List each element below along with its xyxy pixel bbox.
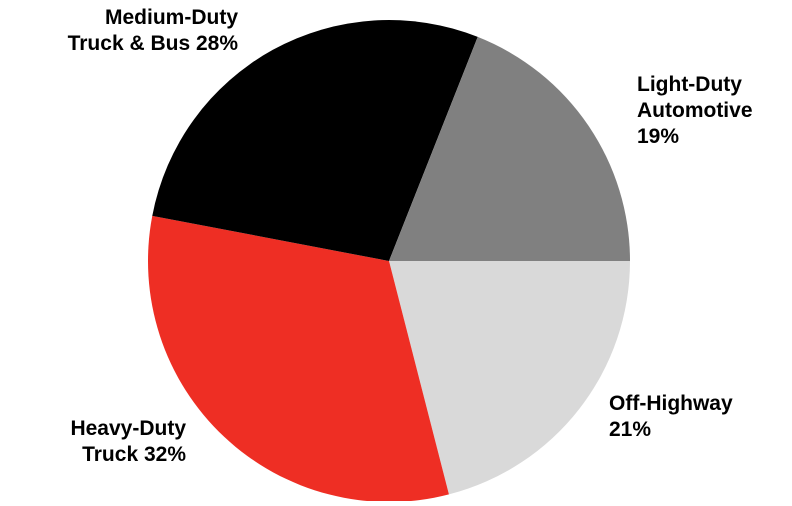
label-light-duty-automotive-line-1: Light-Duty <box>637 73 742 96</box>
pie-slice-off-highway <box>389 261 630 495</box>
label-heavy-duty-truck-line-2: Truck 32% <box>82 443 186 466</box>
label-off-highway-line-1: Off-Highway <box>609 392 733 415</box>
label-heavy-duty-truck: Heavy-Duty Truck 32% <box>70 416 186 468</box>
label-medium-duty-truck-bus-line-1: Medium-Duty <box>105 6 238 29</box>
label-medium-duty-truck-bus: Medium-Duty Truck & Bus 28% <box>68 5 238 57</box>
label-heavy-duty-truck-line-1: Heavy-Duty <box>70 417 186 440</box>
pie-slice-heavy-duty-truck <box>148 215 449 503</box>
pie-slice-light-duty-automotive <box>389 36 630 261</box>
label-off-highway-line-2: 21% <box>609 418 652 441</box>
label-off-highway: Off-Highway 21% <box>609 391 733 443</box>
label-light-duty-automotive-line-3: 19% <box>637 125 680 148</box>
label-light-duty-automotive-line-2: Automotive <box>637 99 753 122</box>
pie-slice-medium-duty-truck-bus <box>152 19 478 262</box>
label-light-duty-automotive: Light-Duty Automotive 19% <box>637 72 753 150</box>
label-medium-duty-truck-bus-line-2: Truck & Bus 28% <box>67 32 238 55</box>
